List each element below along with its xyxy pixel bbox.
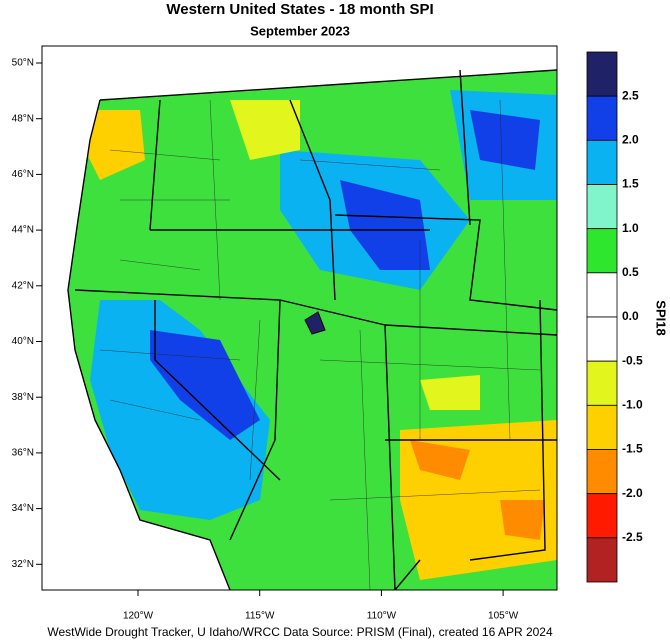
- color-swatch: [586, 139, 618, 185]
- lat-label: 40°N: [12, 336, 34, 347]
- map: [42, 46, 557, 590]
- color-swatch: [586, 272, 618, 318]
- lat-label: 44°N: [12, 225, 34, 236]
- lat-label: 32°N: [12, 559, 34, 570]
- lat-label: 36°N: [12, 448, 34, 459]
- color-swatch: [586, 51, 618, 97]
- lon-label: 115°W: [245, 611, 275, 622]
- lon-label: 105°W: [488, 611, 519, 622]
- color-swatch: [586, 95, 618, 141]
- color-swatch: [586, 493, 618, 539]
- title: Western United States - 18 month SPI: [166, 1, 433, 18]
- colorbar-label: 2.5: [622, 88, 639, 102]
- lat-label: 34°N: [12, 503, 34, 514]
- colorbar-label: -2.0: [622, 486, 643, 500]
- axes: 50°N 48°N 46°N 44°N 42°N 40°N 38°N 36°N 34°N 32°N…: [12, 58, 519, 622]
- lat-label: 46°N: [12, 169, 34, 180]
- color-swatch: [586, 537, 618, 583]
- colorbar-label: -1.5: [622, 442, 643, 456]
- color-swatch: [586, 449, 618, 495]
- colorbar-label: 1.5: [622, 177, 639, 191]
- colorbar: 2.5 2.0 1.5 1.0 0.5 0.0 -0.5 -1.0 -1.5 -2.0 -2.5 SP…: [586, 51, 669, 583]
- lat-label: 50°N: [12, 58, 34, 69]
- color-swatch: [586, 228, 618, 274]
- lat-label: 48°N: [12, 113, 34, 124]
- lat-label: 38°N: [12, 392, 34, 403]
- colorbar-label: -2.5: [622, 530, 643, 544]
- color-swatch: [586, 404, 618, 450]
- colorbar-label: 0.0: [622, 309, 639, 323]
- lon-label: 110°W: [367, 611, 397, 622]
- map-frame: [41, 45, 558, 591]
- colorbar-label: -1.0: [622, 398, 643, 412]
- subtitle: September 2023: [250, 23, 350, 38]
- lat-label: 42°N: [12, 280, 34, 291]
- color-swatch: [586, 184, 618, 230]
- colorbar-label: 1.0: [622, 221, 639, 235]
- colorbar-label: 2.0: [622, 133, 639, 147]
- color-swatch: [586, 316, 618, 362]
- colorbar-label: 0.5: [622, 265, 639, 279]
- lon-label: 120°W: [123, 611, 154, 622]
- colorbar-label: -0.5: [622, 353, 643, 367]
- colorbar-title: SPI18: [654, 300, 669, 335]
- color-swatch: [586, 360, 618, 406]
- credit: WestWide Drought Tracker, U Idaho/WRCC D…: [47, 625, 553, 639]
